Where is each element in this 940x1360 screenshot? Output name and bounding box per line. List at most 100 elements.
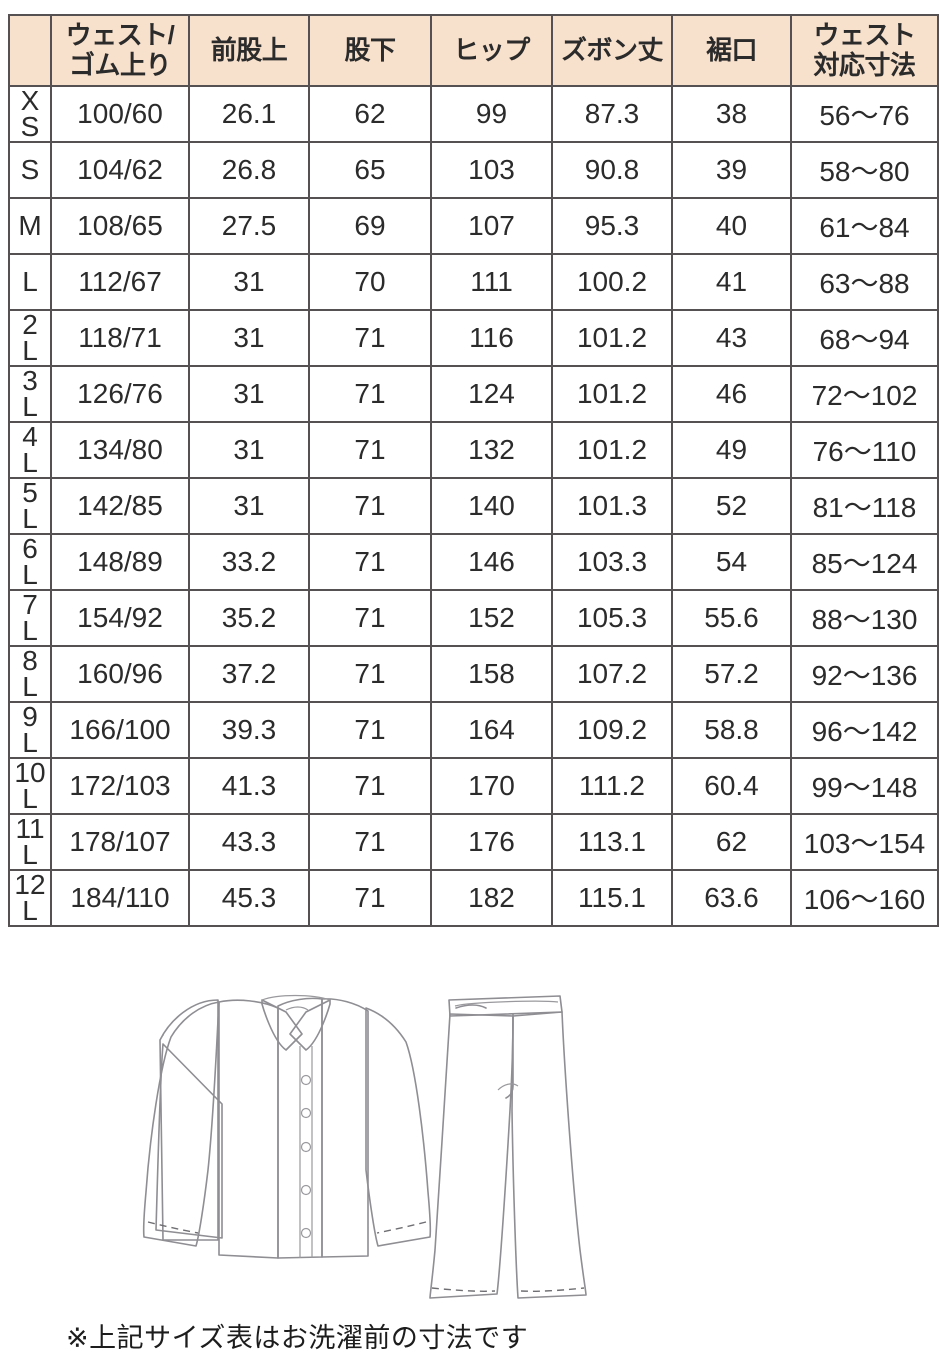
- column-header-pants-length: ズボン丈: [551, 14, 673, 87]
- cell-hip: 99: [430, 85, 553, 143]
- button-icon: [300, 1227, 312, 1239]
- cell-waist-correspond: 85〜124: [790, 533, 939, 591]
- cell-hip: 140: [430, 477, 553, 535]
- cell-hem-opening: 52: [671, 477, 792, 535]
- cell-front-rise: 33.2: [188, 533, 310, 591]
- cell-inseam: 71: [308, 589, 432, 647]
- cell-size-label: 12 L: [8, 868, 52, 927]
- size-label-line2: L: [22, 335, 38, 366]
- cell-hem-opening: 43: [671, 309, 792, 367]
- cell-pants-length: 101.2: [551, 309, 673, 367]
- size-label-line1: 7: [22, 588, 38, 620]
- cell-front-rise: 41.3: [188, 757, 310, 815]
- cell-hem-opening: 39: [671, 141, 792, 199]
- cell-hem-opening: 63.6: [671, 869, 792, 927]
- cell-front-rise: 31: [188, 421, 310, 479]
- cell-front-rise: 26.1: [188, 85, 310, 143]
- size-label-line1: X: [20, 84, 40, 116]
- cell-pants-length: 87.3: [551, 85, 673, 143]
- size-label-line2: L: [22, 895, 38, 926]
- cell-inseam: 71: [308, 869, 432, 927]
- table-row: 11 L 178/107 43.3 71 176 113.1 62 103〜154: [8, 813, 939, 871]
- cell-pants-length: 115.1: [551, 869, 673, 927]
- column-header-waist-rubber-line1: ウェスト/: [65, 20, 175, 51]
- cell-inseam: 62: [308, 85, 432, 143]
- cell-hem-opening: 41: [671, 253, 792, 311]
- column-header-waist-correspond-line2: 対応寸法: [813, 49, 916, 80]
- cell-inseam: 69: [308, 197, 432, 255]
- cell-waist-correspond: 106〜160: [790, 869, 939, 927]
- cell-size-label: 10 L: [8, 757, 52, 815]
- column-header-front-rise: 前股上: [188, 14, 310, 87]
- cell-hem-opening: 46: [671, 365, 792, 423]
- cell-pants-length: 101.3: [551, 477, 673, 535]
- cell-hip: 158: [430, 645, 553, 703]
- cell-size-label: M: [8, 197, 52, 255]
- cell-hem-opening: 49: [671, 421, 792, 479]
- cell-front-rise: 27.5: [188, 197, 310, 255]
- cell-pants-length: 95.3: [551, 197, 673, 255]
- cell-hem-opening: 58.8: [671, 701, 792, 759]
- table-row: 3 L 126/76 31 71 124 101.2 46 72〜102: [8, 364, 939, 423]
- cell-pants-length: 113.1: [551, 813, 673, 871]
- table-row: M 108/65 27.5 69 107 95.3 40 61〜84: [8, 197, 939, 255]
- cell-inseam: 71: [308, 309, 432, 367]
- cell-front-rise: 45.3: [188, 869, 310, 927]
- cell-waist-correspond: 58〜80: [790, 141, 939, 199]
- column-header-waist-rubber: ウェスト/ ゴム上り: [50, 14, 190, 87]
- cell-waist-correspond: 76〜110: [790, 421, 939, 479]
- cell-pants-length: 101.2: [551, 365, 673, 423]
- cell-waist-rubber: 154/92: [50, 589, 190, 647]
- column-header-hip: ヒップ: [430, 14, 553, 87]
- cell-pants-length: 103.3: [551, 533, 673, 591]
- cell-pants-length: 109.2: [551, 701, 673, 759]
- cell-hem-opening: 57.2: [671, 645, 792, 703]
- table-body: X S 100/60 26.1 62 99 87.3 38 56〜76 S 104/62 26.8 65…: [8, 84, 939, 927]
- size-label-line1: 3: [22, 364, 38, 396]
- cell-hip: 146: [430, 533, 553, 591]
- column-header-inseam: 股下: [308, 14, 432, 87]
- cell-waist-rubber: 178/107: [50, 813, 190, 871]
- button-icon: [300, 1074, 312, 1086]
- cell-waist-rubber: 160/96: [50, 645, 190, 703]
- cell-inseam: 65: [308, 141, 432, 199]
- size-label-line1: 6: [22, 532, 38, 564]
- size-label-line2: S: [20, 111, 40, 142]
- cell-hip: 152: [430, 589, 553, 647]
- table-row: 4 L 134/80 31 71 132 101.2 49 76〜110: [8, 421, 939, 479]
- cell-front-rise: 31: [188, 309, 310, 367]
- size-label-line2: L: [22, 671, 38, 702]
- cell-pants-length: 100.2: [551, 253, 673, 311]
- cell-hip: 107: [430, 197, 553, 255]
- size-label-line2: L: [22, 391, 38, 422]
- cell-inseam: 71: [308, 365, 432, 423]
- cell-front-rise: 43.3: [188, 813, 310, 871]
- table-row: 10 L 172/103 41.3 71 170 111.2 60.4 99〜148: [8, 757, 939, 815]
- cell-front-rise: 26.8: [188, 141, 310, 199]
- footnote-text: ※上記サイズ表はお洗濯前の寸法です: [66, 1323, 529, 1353]
- button-icon: [300, 1184, 312, 1196]
- diagram-svg: 肩幅 首周り 桁丈 バスト 袖丈: [142, 994, 587, 1299]
- table-row: 7 L 154/92 35.2 71 152 105.3 55.6 88〜130: [8, 588, 939, 647]
- size-chart-table: ウェスト/ ゴム上り 前股上 股下 ヒップ ズボン丈 裾口 ウェスト 対応寸法 …: [8, 14, 939, 927]
- cell-size-label: L: [8, 253, 52, 311]
- size-label-line1: S: [20, 154, 40, 185]
- cell-size-label: S: [8, 141, 52, 199]
- size-label-line1: 12: [14, 868, 46, 900]
- cell-waist-correspond: 72〜102: [790, 365, 939, 423]
- cell-pants-length: 107.2: [551, 645, 673, 703]
- measurement-diagrams: 肩幅 首周り 桁丈 バスト 袖丈: [0, 935, 940, 1360]
- cell-waist-rubber: 118/71: [50, 309, 190, 367]
- cell-size-label: 11 L: [8, 813, 52, 871]
- cell-hip: 103: [430, 141, 553, 199]
- table-row: 9 L 166/100 39.3 71 164 109.2 58.8 96〜142: [8, 701, 939, 759]
- cell-inseam: 71: [308, 701, 432, 759]
- cell-hip: 124: [430, 365, 553, 423]
- button-icon: [300, 1107, 312, 1119]
- cell-front-rise: 31: [188, 365, 310, 423]
- cell-waist-rubber: 104/62: [50, 141, 190, 199]
- size-label-line2: L: [22, 559, 38, 590]
